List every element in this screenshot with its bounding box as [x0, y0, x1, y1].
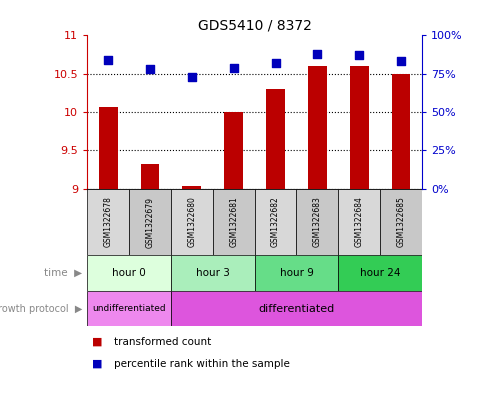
Bar [87, 189, 129, 255]
Bar [296, 189, 337, 255]
Bar [349, 66, 368, 189]
Bar [337, 255, 421, 291]
Text: GSM1322679: GSM1322679 [145, 196, 154, 248]
Text: ■: ■ [92, 358, 103, 369]
Bar [140, 164, 159, 189]
Bar [254, 255, 337, 291]
Bar [266, 89, 285, 189]
Text: GSM1322682: GSM1322682 [271, 196, 279, 248]
Text: undifferentiated: undifferentiated [92, 304, 166, 313]
Text: time  ▶: time ▶ [44, 268, 82, 278]
Point [396, 58, 404, 64]
Text: GSM1322683: GSM1322683 [312, 196, 321, 248]
Point [188, 73, 196, 80]
Bar [87, 255, 170, 291]
Bar [170, 291, 421, 326]
Text: growth protocol  ▶: growth protocol ▶ [0, 303, 82, 314]
Bar [379, 189, 421, 255]
Point [355, 52, 363, 59]
Text: hour 9: hour 9 [279, 268, 313, 278]
Bar [224, 112, 242, 189]
Point [104, 57, 112, 63]
Point [146, 66, 153, 72]
Text: ■: ■ [92, 337, 103, 347]
Bar [307, 66, 326, 189]
Bar [129, 189, 170, 255]
Point [271, 60, 279, 66]
Bar [254, 189, 296, 255]
Bar [212, 189, 254, 255]
Point [313, 51, 320, 57]
Bar [391, 73, 409, 189]
Title: GDS5410 / 8372: GDS5410 / 8372 [197, 19, 311, 33]
Text: GSM1322684: GSM1322684 [354, 196, 363, 248]
Text: percentile rank within the sample: percentile rank within the sample [114, 358, 289, 369]
Text: hour 0: hour 0 [112, 268, 146, 278]
Text: differentiated: differentiated [258, 303, 334, 314]
Bar [182, 185, 201, 189]
Bar [170, 189, 212, 255]
Bar [337, 189, 379, 255]
Text: hour 3: hour 3 [196, 268, 229, 278]
Text: GSM1322680: GSM1322680 [187, 196, 196, 248]
Text: GSM1322681: GSM1322681 [229, 196, 238, 248]
Bar [170, 255, 254, 291]
Text: hour 24: hour 24 [359, 268, 400, 278]
Text: GSM1322685: GSM1322685 [396, 196, 405, 248]
Point [229, 64, 237, 71]
Text: transformed count: transformed count [114, 337, 211, 347]
Text: GSM1322678: GSM1322678 [104, 196, 112, 248]
Bar [99, 107, 118, 189]
Bar [87, 291, 170, 326]
